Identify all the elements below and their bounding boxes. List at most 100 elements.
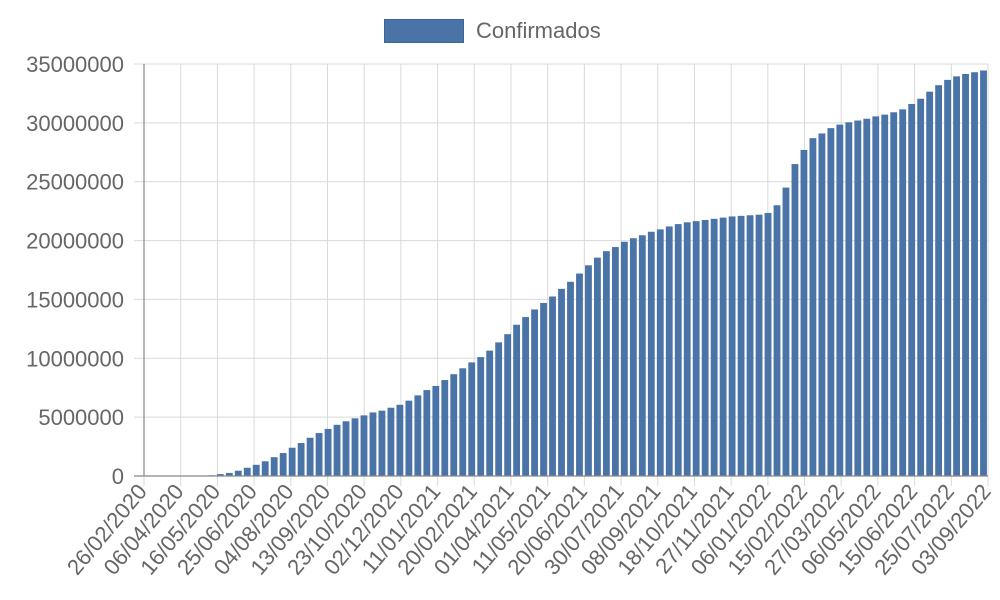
bar [656, 229, 664, 476]
bar [333, 424, 341, 476]
bar [710, 218, 718, 476]
y-tick-label: 5000000 [38, 405, 124, 430]
bar [863, 118, 871, 476]
bar [279, 453, 287, 476]
y-tick-label: 0 [112, 464, 124, 489]
bar [324, 428, 332, 476]
bar [809, 138, 817, 476]
bar [926, 91, 934, 477]
bar [522, 317, 530, 476]
bar [423, 390, 431, 476]
bar [737, 215, 745, 476]
bar [234, 470, 242, 476]
bar [459, 368, 467, 476]
bar [665, 226, 673, 476]
bar [638, 235, 646, 476]
bar [378, 410, 386, 476]
bar [225, 472, 233, 476]
bar [764, 212, 772, 476]
bar [953, 76, 960, 477]
tick-labels: 0 5000000 10000000 15000000 20000000 25000000… [26, 52, 996, 580]
bar [980, 70, 987, 476]
bar [944, 79, 952, 477]
bar [288, 447, 296, 476]
bar [773, 205, 781, 476]
axes [134, 64, 988, 477]
bar [611, 247, 619, 476]
bar [818, 133, 826, 477]
bar [917, 98, 925, 477]
bar [881, 114, 889, 477]
bar [495, 342, 503, 476]
bar [432, 385, 440, 476]
bar [872, 116, 880, 476]
legend-label: Confirmados [476, 18, 601, 43]
y-tick-label: 35000000 [26, 52, 124, 77]
bars [198, 70, 987, 477]
bar [306, 437, 314, 476]
bar [935, 85, 943, 476]
bar [962, 74, 969, 477]
bar [531, 309, 538, 476]
bar [468, 362, 476, 476]
bar [594, 257, 601, 476]
bar [387, 407, 395, 476]
bar [360, 415, 368, 476]
bar [585, 265, 592, 476]
bar [450, 374, 458, 476]
y-tick-label: 25000000 [26, 170, 124, 195]
bar [782, 187, 790, 476]
bar [845, 122, 853, 477]
bar [540, 302, 547, 476]
bar [719, 217, 727, 477]
legend-swatch [384, 19, 464, 43]
bar [971, 72, 978, 477]
bar [854, 120, 862, 476]
bar [342, 421, 350, 476]
bar [396, 404, 404, 476]
bar [620, 241, 628, 476]
bar [800, 149, 808, 476]
bar [261, 461, 269, 476]
bar [683, 222, 691, 476]
bar [755, 214, 763, 476]
bar [746, 215, 754, 476]
bar [405, 400, 413, 476]
bar [549, 296, 556, 476]
bar [827, 128, 835, 476]
bar [567, 281, 574, 476]
y-tick-label: 30000000 [26, 111, 124, 136]
bar [441, 380, 449, 476]
bar [647, 231, 655, 476]
bar [351, 418, 359, 476]
bar [414, 395, 422, 476]
bar [629, 238, 637, 476]
bar [899, 109, 907, 476]
bar [674, 224, 682, 476]
bar [270, 457, 278, 476]
bar [513, 324, 521, 476]
bar [504, 334, 512, 476]
y-tick-label: 10000000 [26, 346, 124, 371]
bar [728, 216, 736, 476]
bar [369, 412, 377, 476]
y-tick-label: 20000000 [26, 229, 124, 254]
bar [576, 273, 583, 476]
bar [315, 433, 323, 476]
bar [692, 221, 700, 476]
bar [297, 443, 305, 476]
bar [890, 112, 898, 477]
bar [216, 474, 224, 476]
bar [701, 219, 709, 476]
bar [602, 251, 610, 476]
bar [486, 350, 494, 476]
chart-legend[interactable]: Confirmados [384, 18, 601, 44]
bar [252, 464, 260, 476]
bar [791, 164, 799, 477]
y-tick-label: 15000000 [26, 287, 124, 312]
bar [477, 357, 485, 476]
bar [836, 124, 844, 476]
bar [243, 467, 251, 476]
